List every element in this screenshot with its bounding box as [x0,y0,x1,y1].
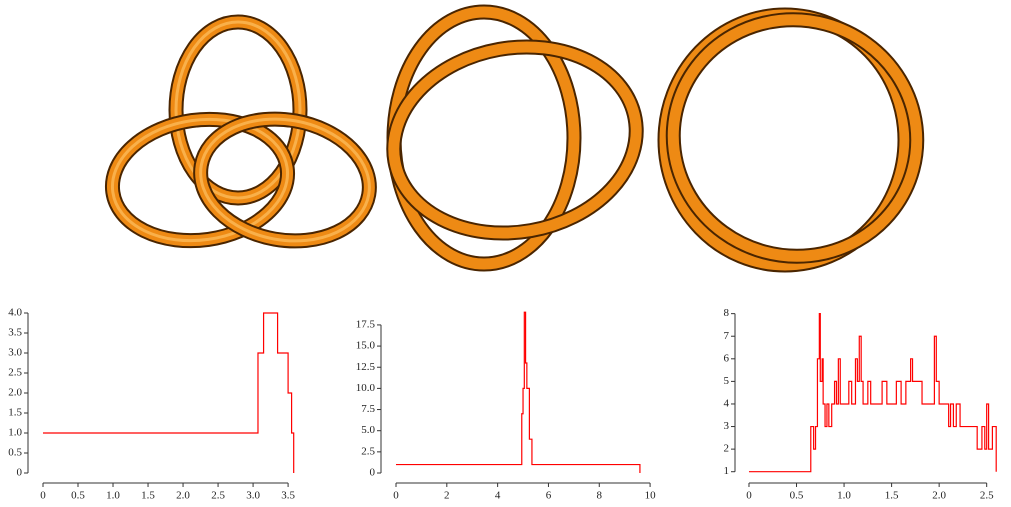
data-line [42,312,295,473]
x-tick-label: 6 [546,490,552,502]
y-tick-label: 0.5 [8,447,22,459]
x-tick-label: 0 [393,490,399,502]
y-tick-label: 17.5 [356,318,376,330]
x-tick-label: 1.0 [106,490,120,502]
y-tick-label: 6 [724,352,730,364]
x-tick-label: 1.5 [885,490,899,502]
y-tick-label: 7 [724,330,730,342]
y-tick-label: 5.0 [361,424,375,436]
x-tick-label: 8 [597,490,603,502]
y-tick-label: 12.5 [356,361,376,373]
x-tick-label: 3.0 [246,490,260,502]
x-tick-label: 0.5 [71,490,85,502]
y-tick-label: 2.5 [361,445,375,457]
x-tick-label: 0.5 [790,490,804,502]
y-tick-label: 7.5 [361,403,375,415]
x-tick-label: 0 [40,490,46,502]
y-tick-label: 0 [370,467,376,479]
y-tick-label: 1.0 [8,427,22,439]
x-tick-label: 3.5 [281,490,295,502]
y-tick-label: 2.5 [8,367,22,379]
y-tick-label: 4.0 [8,307,22,319]
y-tick-label: 3 [724,420,730,432]
x-tick-label: 10 [645,490,657,502]
x-tick-label: 2.0 [932,490,946,502]
y-tick-label: 5 [724,375,730,387]
y-tick-label: 4 [724,397,730,409]
y-tick-label: 10.0 [356,382,376,394]
x-tick-label: 2.5 [211,490,225,502]
y-tick-label: 2 [724,443,730,455]
y-tick-label: 2.0 [8,387,22,399]
y-tick-label: 0 [17,467,23,479]
y-tick-label: 1 [724,465,730,477]
y-tick-label: 15.0 [356,340,376,352]
y-tick-label: 1.5 [8,407,22,419]
knot-two [386,4,644,272]
x-tick-label: 2.5 [980,490,994,502]
x-tick-label: 1.0 [837,490,851,502]
y-tick-label: 3.0 [8,347,22,359]
y-tick-label: 8 [724,307,730,319]
x-tick-label: 4 [495,490,501,502]
x-tick-label: 1.5 [141,490,155,502]
x-tick-label: 2 [444,490,450,502]
y-tick-label: 3.5 [8,327,22,339]
x-tick-label: 0 [746,490,752,502]
knot-trefoil [104,14,377,249]
data-line [748,313,997,473]
data-line [395,311,641,474]
x-tick-label: 2.0 [176,490,190,502]
knot-three [657,7,925,273]
